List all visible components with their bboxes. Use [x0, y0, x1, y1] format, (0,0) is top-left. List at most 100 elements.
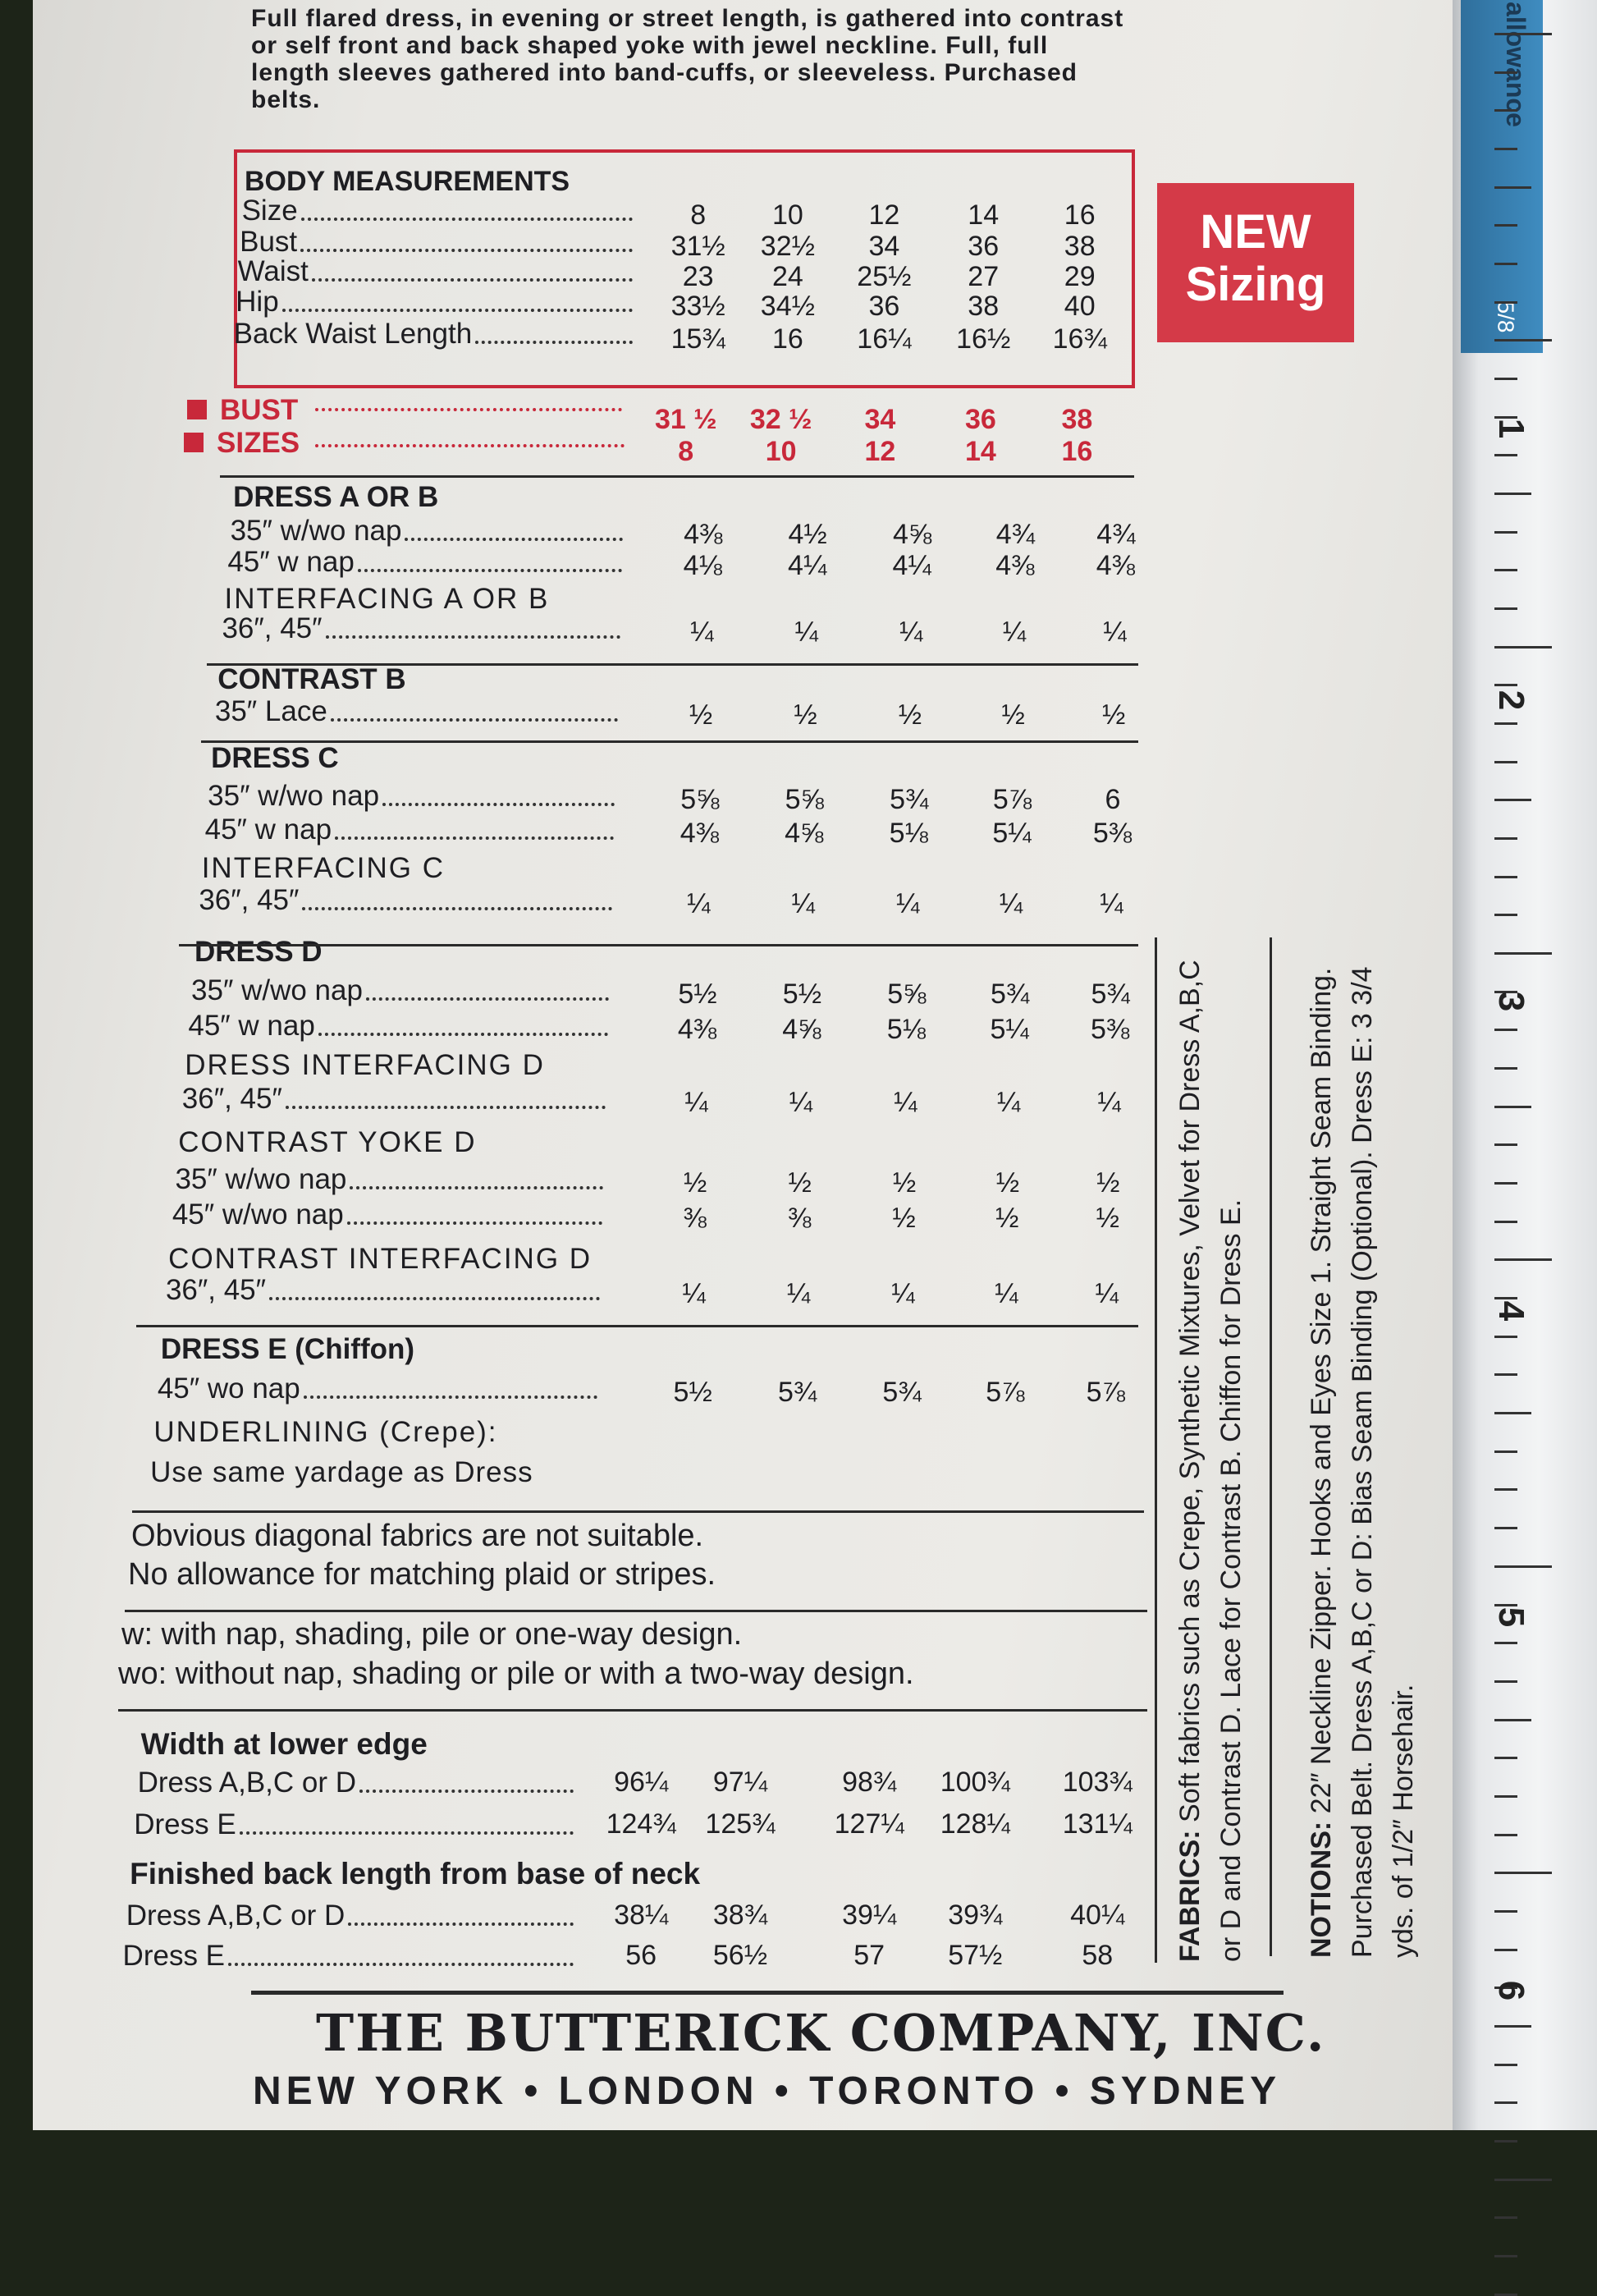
ruler-tick: [1494, 454, 1517, 457]
label-text: 36″, 45″: [222, 612, 323, 645]
yardage-cell: ½: [898, 699, 922, 731]
ruler-tick: [1494, 2254, 1517, 2257]
label-text: Dress A,B,C or D: [126, 1899, 345, 1932]
ruler-tick: [1494, 1143, 1517, 1147]
label-text: 35″ Lace: [214, 695, 327, 728]
fabrics-label: FABRICS:: [1174, 1830, 1206, 1962]
ruler-tick: [1494, 224, 1517, 227]
body-measurement-cell: 16: [1064, 199, 1096, 231]
body-measurement-cell: 34½: [760, 291, 815, 323]
yardage-cell: 4⅜: [995, 550, 1035, 582]
yardage-cell: ¼: [1097, 1087, 1121, 1118]
section-heading: DRESS D: [194, 936, 323, 969]
yardage-cell: 4¼: [788, 550, 827, 582]
yardage-cell: 5½: [678, 978, 717, 1010]
yardage-row: 35″ w/wo nap: [231, 515, 627, 548]
finished-row: Dress E: [123, 1940, 578, 1973]
body-measurement-cell: 16½: [956, 323, 1011, 355]
yardage-row: 45″ w nap: [188, 1010, 611, 1043]
ruler-tick: [1494, 109, 1517, 112]
ruler-tick: [1494, 2139, 1517, 2142]
body-measurement-cell: 36: [868, 291, 900, 323]
body-measurement-cell: 38: [1064, 231, 1096, 263]
yardage-row: 35″ w/wo nap: [191, 974, 612, 1007]
yardage-cell: ⅜: [683, 1202, 707, 1234]
dot-leader: [311, 278, 633, 282]
yardage-cell: ½: [1096, 1166, 1120, 1198]
yardage-cell: 4⅜: [684, 519, 723, 551]
label-text: Back Waist Length: [233, 318, 473, 351]
ruler-tick: [1494, 1603, 1517, 1606]
body-measurement-cell: 16¼: [857, 323, 912, 355]
yardage-cell: 5⅜: [1092, 818, 1133, 850]
company-name: THE BUTTERICK COMPANY, INC.: [316, 2003, 1326, 2063]
dot-leader: [302, 907, 612, 911]
yardage-row: 36″, 45″: [166, 1274, 603, 1307]
body-measurement-row: Back Waist Length: [234, 318, 636, 351]
body-measurement-cell: 40: [1064, 291, 1096, 323]
yardage-cell: ¼: [894, 1087, 917, 1118]
yardage-cell: 5¼: [992, 818, 1032, 850]
yardage-cell: ¼: [1103, 616, 1127, 648]
ruler-tick: [1494, 2293, 1517, 2296]
bust-value-cell: 31 ½: [654, 403, 717, 435]
label-text: 45″ w nap: [188, 1009, 315, 1042]
ruler-tick: [1494, 1948, 1517, 1951]
finished-cell: 128¼: [940, 1808, 1010, 1840]
notions-body: 22″ Neckline Zipper. Hooks and Eyes Size…: [1306, 966, 1419, 1958]
ruler-tick: [1494, 799, 1531, 802]
finished-cell: 97¼: [712, 1766, 768, 1798]
ruler-tick: [1494, 952, 1552, 956]
ruler-tick: [1494, 645, 1552, 648]
dot-leader: [318, 1032, 609, 1036]
finished-cell: 57: [853, 1940, 885, 1972]
divider-line: [117, 1708, 1148, 1712]
dot-leader: [359, 1789, 574, 1793]
ruler-tick: [1494, 1105, 1531, 1108]
ruler-tick: [1494, 148, 1517, 150]
ruler-tick: [1494, 760, 1517, 763]
yardage-cell: ¼: [996, 1087, 1021, 1118]
dot-leader: [357, 569, 623, 573]
finished-heading: Finished back length from base of neck: [130, 1857, 701, 1891]
yardage-row: 35″ w/wo nap: [175, 1163, 606, 1196]
label-text: Size: [241, 194, 298, 227]
body-measurement-cell: 15¾: [670, 323, 725, 355]
body-measurements-box: [234, 149, 1135, 388]
ruler-number: 4: [1491, 1301, 1532, 1322]
body-measurement-cell: 12: [868, 199, 900, 231]
ruler-number: 1: [1491, 418, 1532, 438]
section-heading: CONTRAST B: [217, 662, 406, 695]
yardage-cell: 5⅞: [992, 783, 1032, 815]
fabrics-text: FABRICS: Soft fabrics such as Crepe, Syn…: [1169, 936, 1293, 1962]
yardage-cell: ¼: [899, 616, 923, 648]
yardage-cell: ¼: [791, 888, 815, 920]
yardage-cell: 5⅝: [680, 783, 720, 815]
size-value-cell: 14: [964, 436, 996, 468]
red-square-icon: [184, 433, 204, 452]
finished-row: Dress A,B,C or D: [138, 1767, 578, 1799]
finished-cell: 96¼: [614, 1766, 669, 1798]
ruler-tick: [1494, 1297, 1517, 1300]
body-measurement-cell: 33½: [670, 291, 725, 323]
finished-cell: 100¾: [940, 1766, 1010, 1798]
size-value-cell: 16: [1061, 436, 1093, 468]
label-text: 35″ w/wo nap: [191, 974, 363, 1006]
red-dot-leader: [314, 444, 625, 448]
yardage-cell: ½: [995, 1166, 1020, 1198]
red-square-icon: [187, 400, 207, 419]
label-text: 45″ wo nap: [157, 1372, 300, 1405]
ruler-tick: [1494, 263, 1517, 266]
yardage-cell: 5⅜: [1090, 1013, 1130, 1045]
dot-leader: [475, 341, 633, 345]
yardage-cell: ½: [684, 1166, 707, 1198]
section-subheading: CONTRAST INTERFACING D: [168, 1243, 593, 1276]
finished-cell: 103¾: [1062, 1766, 1133, 1798]
yardage-cell: ¼: [690, 616, 714, 648]
ruler-seam-allowance-band: [1461, 0, 1543, 353]
finished-cell: 56½: [712, 1940, 768, 1972]
section-subheading: UNDERLINING (Crepe):: [153, 1415, 498, 1448]
yardage-cell: 4⅝: [782, 1013, 821, 1045]
yardage-cell: ¼: [891, 1278, 915, 1310]
body-measurement-cell: 32½: [760, 231, 815, 263]
